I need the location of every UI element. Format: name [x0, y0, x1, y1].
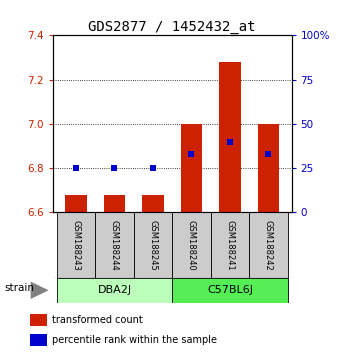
Bar [258, 124, 279, 212]
Bar [172, 212, 211, 278]
Text: percentile rank within the sample: percentile rank within the sample [51, 335, 217, 345]
Bar [57, 278, 172, 303]
Bar [30, 334, 47, 346]
Point [73, 165, 79, 171]
Bar [104, 195, 125, 212]
Text: GSM188240: GSM188240 [187, 220, 196, 270]
Bar [95, 212, 134, 278]
Point [150, 165, 156, 171]
Bar [57, 212, 95, 278]
Text: GSM188242: GSM188242 [264, 220, 273, 270]
Text: GSM188245: GSM188245 [148, 220, 158, 270]
Bar [143, 195, 164, 212]
Polygon shape [31, 282, 49, 299]
Point [266, 151, 271, 157]
Text: DBA2J: DBA2J [98, 285, 132, 295]
Bar [219, 62, 240, 212]
Text: transformed count: transformed count [51, 315, 142, 325]
Text: strain: strain [4, 283, 34, 293]
Bar [134, 212, 172, 278]
Text: GSM188243: GSM188243 [72, 220, 80, 270]
Point [227, 139, 233, 144]
Text: GSM188244: GSM188244 [110, 220, 119, 270]
Point [189, 151, 194, 157]
Bar [172, 278, 288, 303]
Text: C57BL6J: C57BL6J [207, 285, 253, 295]
Bar [211, 212, 249, 278]
Bar [65, 195, 87, 212]
Point [112, 165, 117, 171]
Bar [30, 314, 47, 326]
Title: GDS2877 / 1452432_at: GDS2877 / 1452432_at [88, 21, 256, 34]
Bar [249, 212, 288, 278]
Bar [181, 124, 202, 212]
Text: GSM188241: GSM188241 [225, 220, 235, 270]
